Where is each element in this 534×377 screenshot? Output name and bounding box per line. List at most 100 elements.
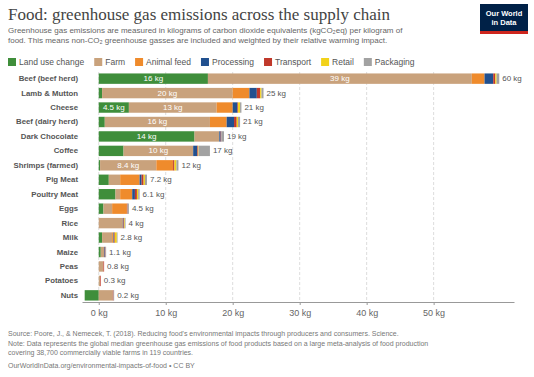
bar-segment <box>249 88 256 98</box>
legend-item: Processing <box>201 57 254 67</box>
subtitle: Greenhouse gas emissions are measured in… <box>8 26 403 35</box>
bar-segment <box>124 218 126 228</box>
data-labels: 16 kg39 kg20 kg4.5 kg13 kg16 kg14 kg10 k… <box>103 74 350 170</box>
bar-segment <box>99 88 102 98</box>
data-label: 14 kg <box>137 132 157 141</box>
note: covering 38,700 commercially viable farm… <box>8 349 193 357</box>
bar-segment <box>257 88 260 98</box>
bar-segment <box>174 160 176 170</box>
bar-segment <box>104 247 106 257</box>
bar-segment <box>98 276 99 286</box>
bar-segment <box>113 290 115 300</box>
bar-segment <box>99 276 100 286</box>
x-tick: 20 kg <box>222 302 244 318</box>
url: OurWorldInData.org/environmental-impacts… <box>8 362 195 370</box>
bar-segment <box>100 276 101 286</box>
bar-segment <box>261 88 263 98</box>
data-label: 39 kg <box>330 74 350 83</box>
source: Source: Poore, J., & Nemecek, T. (2018).… <box>8 330 399 338</box>
bar-segment <box>102 232 112 242</box>
bar-segment <box>238 117 240 127</box>
bar-segment <box>99 203 104 213</box>
note: Note: Data represents the global median … <box>8 340 428 348</box>
bar-segment <box>137 189 138 199</box>
bar-segment <box>135 189 137 199</box>
bar-segment <box>120 189 132 199</box>
bar-segment <box>113 290 114 300</box>
bar-segment <box>100 276 101 286</box>
bar-segment <box>260 88 261 98</box>
bar-segment <box>99 117 105 127</box>
x-tick: 10 kg <box>155 302 177 318</box>
bar-segment <box>115 189 120 199</box>
bar-segment <box>126 203 128 213</box>
bar-segment <box>199 146 210 156</box>
bar-segment <box>99 290 113 300</box>
bar-segment <box>105 117 210 127</box>
x-tick: 0 kg <box>91 302 108 318</box>
total-label: 0.8 kg <box>107 262 129 271</box>
bar-segment <box>112 290 113 300</box>
legend-label: Transport <box>275 57 312 67</box>
legend-swatch <box>201 58 209 66</box>
bar-segment <box>240 102 241 112</box>
bar-segment <box>210 117 227 127</box>
legend-label: Animal feed <box>146 57 191 67</box>
bar-segment <box>99 232 102 242</box>
bar-segment <box>234 117 237 127</box>
legend-swatch <box>264 58 272 66</box>
bar-segment <box>104 261 105 271</box>
bar-segment <box>126 203 127 213</box>
total-label: 1.1 kg <box>109 248 131 257</box>
x-axis-line <box>83 302 515 303</box>
bar-segment <box>127 203 128 213</box>
bar-segment <box>102 88 233 98</box>
bar-segment <box>104 261 105 271</box>
bar-segment <box>217 102 233 112</box>
total-label: 4.5 kg <box>132 204 154 213</box>
grid <box>99 72 434 302</box>
data-label: 16 kg <box>148 117 168 126</box>
legend-item: Animal feed <box>135 57 191 67</box>
bar-segment <box>99 189 116 199</box>
bar-segment <box>221 131 224 141</box>
x-tick-mark <box>300 302 301 305</box>
data-label: 4.5 kg <box>103 103 125 112</box>
bar-segment <box>237 117 238 127</box>
bar-segment <box>100 276 101 286</box>
bar-segment <box>173 160 174 170</box>
data-label: 20 kg <box>158 89 178 98</box>
data-label: 10 kg <box>149 146 169 155</box>
legend-item: Farm <box>94 57 125 67</box>
bar-segment <box>100 276 101 286</box>
x-tick: 50 kg <box>423 302 445 318</box>
bar-segment <box>495 73 496 83</box>
bar-segment <box>100 276 102 286</box>
bar-segment <box>193 146 197 156</box>
x-tick-label: 30 kg <box>289 308 311 318</box>
bar-segment <box>128 203 129 213</box>
bar-segment <box>103 261 104 271</box>
x-tick-label: 50 kg <box>423 308 445 318</box>
bar-segment <box>104 247 105 257</box>
x-tick: 30 kg <box>289 302 311 318</box>
bar-segment <box>99 218 123 228</box>
bar-segment <box>85 290 99 300</box>
category-label: Shrimps (farmed) <box>13 161 78 170</box>
bar-segment <box>99 261 104 271</box>
x-tick-mark <box>166 302 167 305</box>
logo-text: Our World <box>486 9 523 18</box>
bar-segment <box>140 175 142 185</box>
bar-segment <box>99 175 109 185</box>
legend-swatch <box>135 58 143 66</box>
total-label: 21 kg <box>244 103 264 112</box>
x-tick-mark <box>99 302 100 305</box>
bar-segment <box>233 102 238 112</box>
category-label: Maize <box>57 248 79 257</box>
category-label: Beef (beef herd) <box>19 74 79 83</box>
x-tick-mark <box>367 302 368 305</box>
bar-segment <box>219 131 220 141</box>
category-label: Eggs <box>59 204 79 213</box>
bar-segment <box>124 218 126 228</box>
bar-segment <box>104 247 106 257</box>
